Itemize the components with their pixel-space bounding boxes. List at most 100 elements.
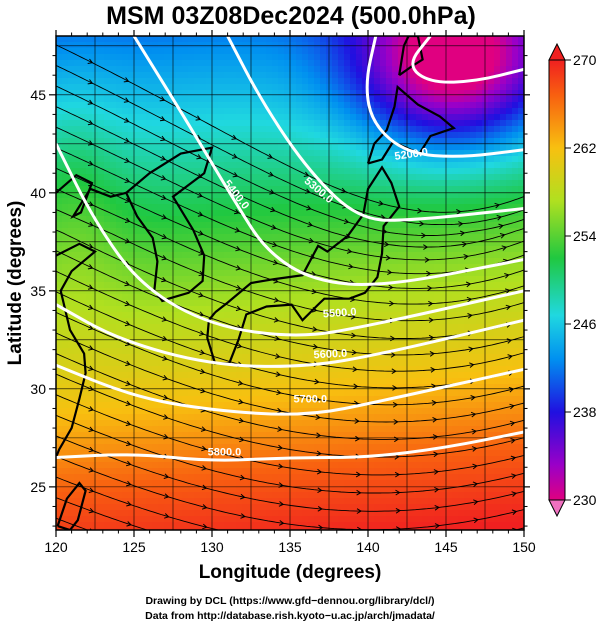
field-cell (422, 78, 429, 85)
field-cell (260, 258, 267, 265)
field-cell (374, 84, 381, 91)
field-cell (440, 252, 447, 259)
field-cell (314, 186, 321, 193)
field-cell (338, 258, 345, 265)
field-cell (242, 168, 249, 175)
field-cell (254, 150, 261, 157)
field-cell (266, 102, 273, 109)
field-cell (158, 138, 165, 145)
field-cell (272, 360, 279, 367)
field-cell (260, 282, 267, 289)
field-cell (194, 384, 201, 391)
field-cell (230, 414, 237, 421)
field-cell (344, 342, 351, 349)
field-cell (278, 300, 285, 307)
field-cell (242, 60, 249, 67)
field-cell (422, 72, 429, 79)
field-cell (290, 336, 297, 343)
field-cell (74, 144, 81, 151)
field-cell (242, 108, 249, 115)
field-cell (116, 228, 123, 235)
field-cell (290, 228, 297, 235)
field-cell (356, 108, 363, 115)
field-cell (98, 150, 105, 157)
field-cell (86, 156, 93, 163)
field-cell (206, 240, 213, 247)
field-cell (74, 42, 81, 49)
field-cell (362, 72, 369, 79)
field-cell (374, 114, 381, 121)
field-cell (176, 300, 183, 307)
field-cell (476, 78, 483, 85)
field-cell (356, 174, 363, 181)
field-cell (86, 132, 93, 139)
field-cell (188, 138, 195, 145)
field-cell (230, 168, 237, 175)
field-cell (512, 186, 519, 193)
field-cell (446, 186, 453, 193)
field-cell (296, 84, 303, 91)
field-cell (434, 144, 441, 151)
field-cell (440, 330, 447, 337)
field-cell (458, 390, 465, 397)
field-cell (452, 390, 459, 397)
field-cell (212, 78, 219, 85)
field-cell (500, 48, 507, 55)
field-cell (296, 360, 303, 367)
field-cell (254, 300, 261, 307)
field-cell (506, 78, 513, 85)
field-cell (236, 36, 243, 43)
field-cell (512, 264, 519, 271)
field-cell (344, 138, 351, 145)
field-cell (230, 402, 237, 409)
field-cell (506, 402, 513, 409)
field-cell (218, 132, 225, 139)
field-cell (218, 204, 225, 211)
field-cell (518, 294, 524, 301)
field-cell (314, 294, 321, 301)
field-cell (98, 378, 105, 385)
field-cell (200, 180, 207, 187)
field-cell (296, 198, 303, 205)
field-cell (212, 66, 219, 73)
field-cell (158, 132, 165, 139)
field-cell (386, 102, 393, 109)
field-cell (146, 96, 153, 103)
field-cell (446, 132, 453, 139)
field-cell (446, 264, 453, 271)
field-cell (446, 252, 453, 259)
field-cell (494, 84, 501, 91)
field-cell (440, 156, 447, 163)
field-cell (146, 372, 153, 379)
field-cell (218, 186, 225, 193)
field-cell (122, 186, 129, 193)
field-cell (152, 102, 159, 109)
field-cell (128, 180, 135, 187)
field-cell (74, 288, 81, 295)
field-cell (320, 216, 327, 223)
field-cell (272, 126, 279, 133)
field-cell (176, 186, 183, 193)
field-cell (152, 54, 159, 61)
field-cell (392, 84, 399, 91)
field-cell (320, 294, 327, 301)
field-cell (500, 306, 507, 313)
field-cell (74, 414, 81, 421)
field-cell (350, 96, 357, 103)
field-cell (518, 132, 524, 139)
field-cell (350, 306, 357, 313)
field-cell (182, 228, 189, 235)
field-cell (356, 72, 363, 79)
field-cell (62, 54, 69, 61)
field-cell (56, 294, 63, 301)
field-cell (98, 90, 105, 97)
field-cell (494, 66, 501, 73)
field-cell (98, 222, 105, 229)
field-cell (188, 318, 195, 325)
field-cell (356, 342, 363, 349)
field-cell (176, 210, 183, 217)
field-cell (140, 366, 147, 373)
field-cell (158, 114, 165, 121)
field-cell (512, 234, 519, 241)
field-cell (398, 402, 405, 409)
